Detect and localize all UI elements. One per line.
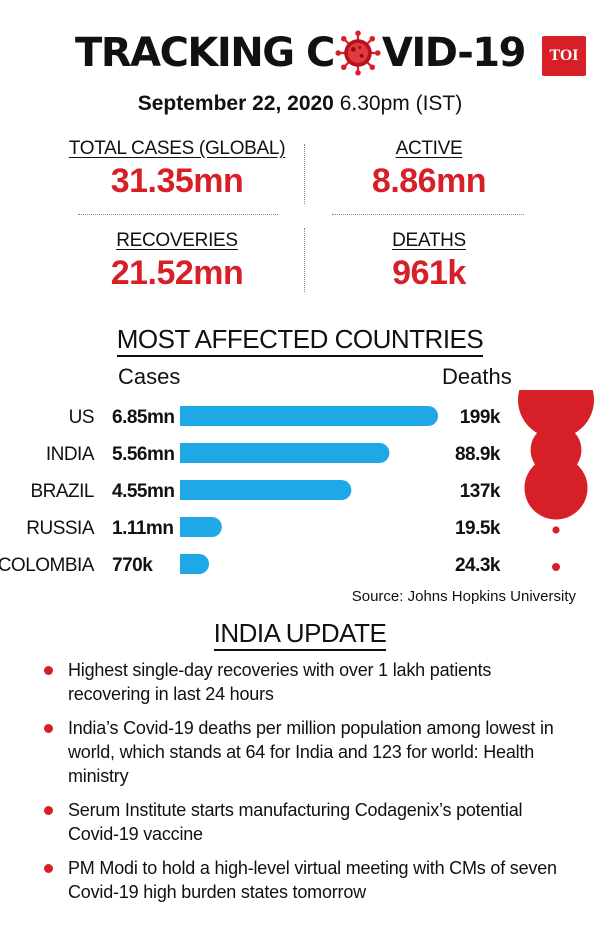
time: 6.30pm (IST) <box>339 92 463 115</box>
cases-bar <box>180 480 352 500</box>
header: TRACKING C VID-19 <box>0 30 600 76</box>
country-label: INDIA <box>46 444 95 465</box>
cases-value-label: 1.11mn <box>112 518 173 539</box>
cases-bar-left-edge <box>180 517 190 537</box>
stat-recoveries: RECOVERIES 21.52mn <box>62 230 292 293</box>
cases-bar-left-edge <box>180 443 190 463</box>
bullet-icon <box>44 806 53 815</box>
deaths-value-label: 137k <box>460 481 501 502</box>
deaths-bubble <box>518 390 594 438</box>
list-item: Highest single-day recoveries with over … <box>40 658 560 706</box>
india-update-title: INDIA UPDATE <box>0 618 600 651</box>
deaths-value-label: 19.5k <box>455 518 501 539</box>
cases-bar <box>180 517 222 537</box>
country-label: COLOMBIA <box>0 555 95 576</box>
countries-chart: US 6.85mn 199k INDIA 5.56mn 88.9k BRAZIL 4.55mn… <box>0 390 594 576</box>
dateline: September 22, 2020 6.30pm (IST) <box>0 92 600 116</box>
stat-label: TOTAL CASES (GLOBAL) <box>68 138 286 159</box>
stat-label: ACTIVE <box>395 138 463 159</box>
cases-value-label: 6.85mn <box>112 407 174 428</box>
divider-horizontal-left <box>78 214 278 215</box>
deaths-bubble <box>552 563 560 571</box>
toi-logo: TOI <box>542 36 586 76</box>
deaths-value-label: 199k <box>460 407 501 428</box>
divider-horizontal-right <box>332 214 524 215</box>
divider-vertical-top <box>304 144 305 204</box>
page-title: TRACKING C VID-19 <box>75 30 527 76</box>
deaths-bubble <box>524 456 588 520</box>
deaths-value-label: 88.9k <box>455 444 501 465</box>
stat-total-cases: TOTAL CASES (GLOBAL) 31.35mn <box>62 138 292 201</box>
country-label: BRAZIL <box>30 481 94 502</box>
title-part-2: VID-19 <box>381 30 527 76</box>
bullet-icon <box>44 724 53 733</box>
stat-active: ACTIVE 8.86mn <box>314 138 544 201</box>
bullet-icon <box>44 666 53 675</box>
deaths-bubble <box>552 526 560 534</box>
stat-deaths: DEATHS 961k <box>314 230 544 293</box>
virus-icon <box>335 30 381 76</box>
country-label: RUSSIA <box>26 518 95 539</box>
deaths-value-label: 24.3k <box>455 555 501 576</box>
cases-value-label: 4.55mn <box>112 481 174 502</box>
cases-header: Cases <box>118 364 181 389</box>
stat-value: 8.86mn <box>371 162 487 200</box>
source-note: Source: Johns Hopkins University <box>351 588 576 605</box>
cases-bar <box>180 443 390 463</box>
list-item: PM Modi to hold a high-level virtual mee… <box>40 856 560 904</box>
cases-value-label: 770k <box>112 555 153 576</box>
deaths-header: Deaths <box>442 364 512 389</box>
cases-bar <box>180 406 438 426</box>
divider-vertical-bottom <box>304 228 305 292</box>
cases-bar-left-edge <box>180 554 190 574</box>
stat-label: DEATHS <box>392 230 466 251</box>
country-label: US <box>69 407 94 428</box>
india-update-list: Highest single-day recoveries with over … <box>40 658 560 914</box>
most-affected-title: MOST AFFECTED COUNTRIES <box>0 324 600 357</box>
stat-label: RECOVERIES <box>116 230 238 251</box>
cases-bar-left-edge <box>180 480 190 500</box>
cases-value-label: 5.56mn <box>112 444 174 465</box>
stat-value: 31.35mn <box>110 162 244 200</box>
stat-value: 21.52mn <box>110 254 244 292</box>
title-part-1: TRACKING C <box>75 30 335 76</box>
stat-value: 961k <box>392 254 466 292</box>
bullet-icon <box>44 864 53 873</box>
list-item: Serum Institute starts manufacturing Cod… <box>40 798 560 846</box>
cases-bar-left-edge <box>180 406 190 426</box>
date: September 22, 2020 <box>137 92 334 115</box>
list-item: India’s Covid-19 deaths per million popu… <box>40 716 560 788</box>
